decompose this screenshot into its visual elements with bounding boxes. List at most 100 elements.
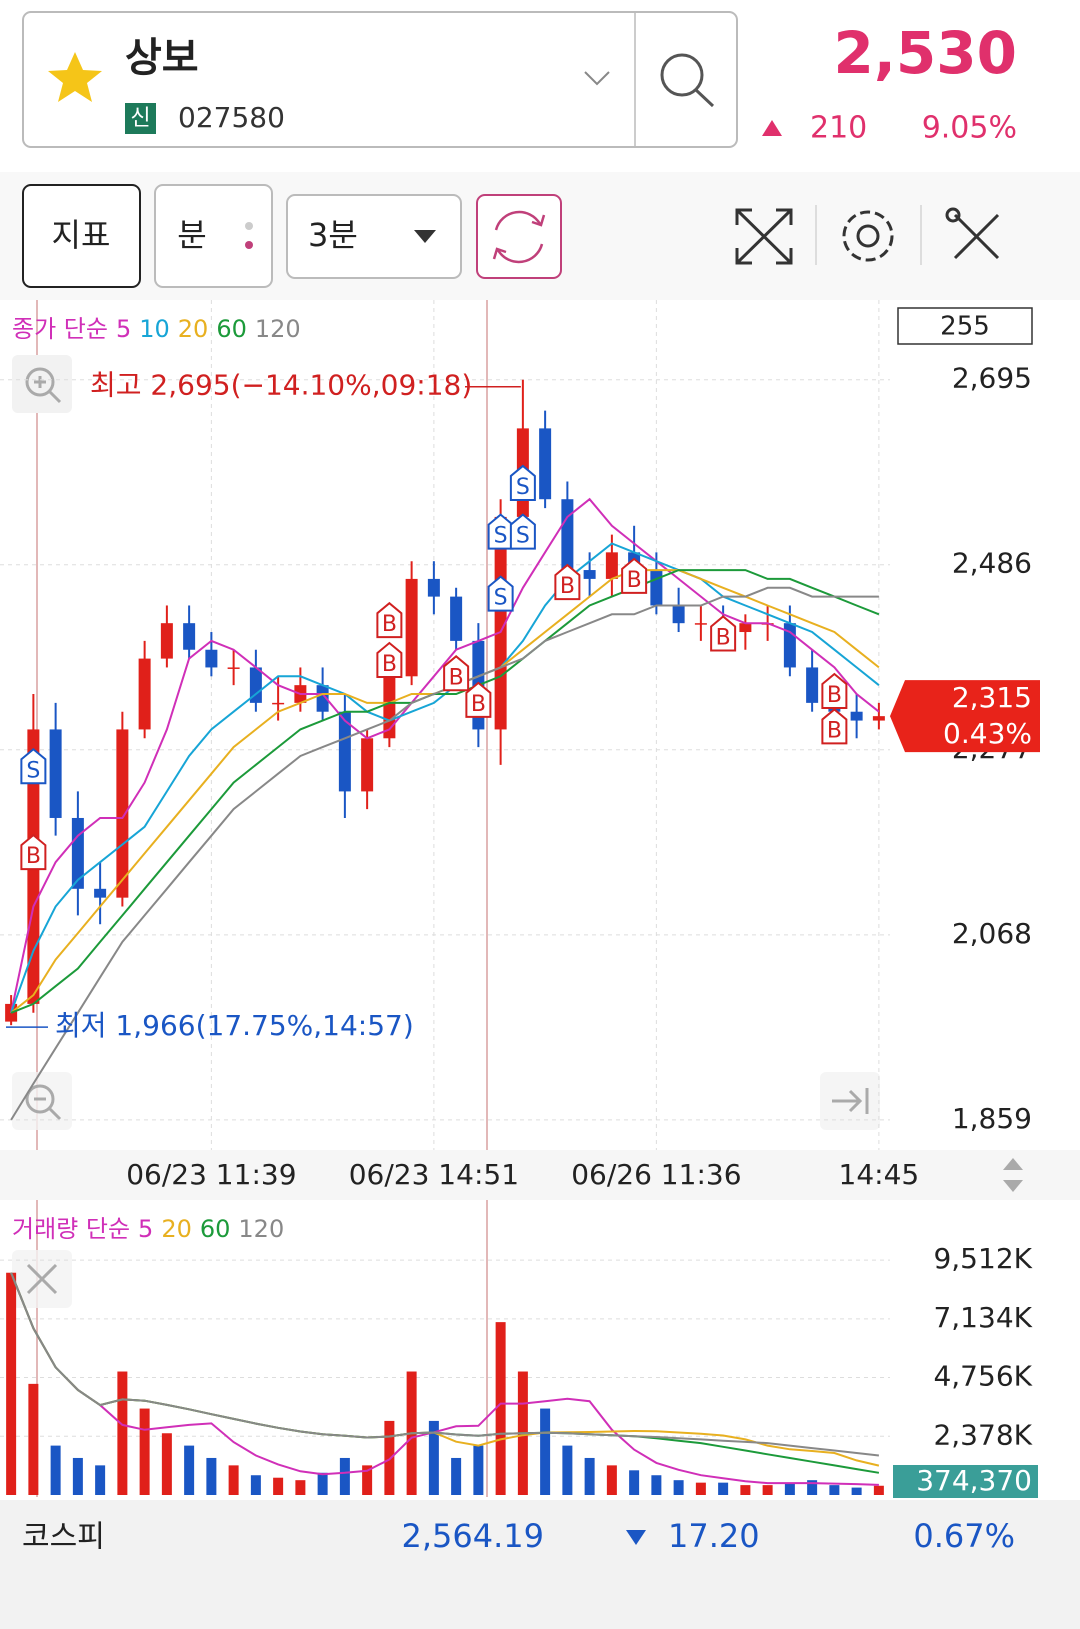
y-tick-label: 4,756K (933, 1360, 1032, 1393)
signal-text: S (26, 758, 40, 783)
volume-bar (6, 1272, 17, 1495)
fullscreen-icon[interactable] (735, 208, 793, 265)
signal-marker (376, 601, 403, 639)
legend-entry: 60 (200, 1215, 231, 1243)
signal-text: B (382, 612, 397, 637)
signal-text: B (382, 652, 397, 677)
select-arrow (414, 230, 436, 243)
signal-text: S (494, 586, 508, 611)
signal-text: B (471, 692, 486, 717)
volume-bar (228, 1465, 239, 1495)
dropdown-chevron[interactable] (584, 71, 610, 86)
legend-title: 거래량 단순 (12, 1215, 130, 1243)
interval-label: 3분 (308, 216, 358, 254)
zoom-out[interactable] (12, 1072, 72, 1130)
legend-entry: 20 (161, 1215, 192, 1243)
tools-icon[interactable] (945, 207, 1000, 260)
signal-text: S (516, 524, 530, 549)
x-tick-label: 06/23 11:39 (126, 1158, 296, 1191)
last-volume: 374,370 (916, 1464, 1032, 1497)
volume-bar (50, 1445, 61, 1495)
candle-body (872, 716, 885, 721)
low-note: 최저 1,966(17.75%,14:57) (55, 1009, 414, 1042)
signal-marker (487, 575, 514, 612)
ma-line (10, 1272, 879, 1486)
volume-bar (206, 1457, 217, 1495)
signal-text: B (827, 718, 842, 743)
refresh-button[interactable] (476, 194, 562, 279)
legend-title: 종가 단순 (12, 315, 108, 343)
legend-entry: 5 (116, 315, 131, 343)
candle-body (583, 570, 596, 579)
signal-marker (710, 615, 737, 652)
search-icon[interactable] (660, 53, 715, 108)
candle-body (316, 685, 329, 712)
legend-entry: 120 (255, 315, 301, 343)
candle-body (116, 729, 129, 898)
legend-entry: 120 (238, 1215, 284, 1243)
legend-entry: 5 (138, 1215, 153, 1243)
candle-body (650, 570, 663, 606)
volume-bar (28, 1383, 39, 1495)
y-tick-label: 9,512K (933, 1242, 1032, 1275)
scroll-arrows[interactable] (1003, 1158, 1023, 1192)
badge (125, 103, 156, 134)
candle-body (138, 658, 151, 730)
candle-body (427, 578, 440, 597)
signal-marker (443, 655, 470, 692)
indicator-label: 지표 (52, 216, 111, 254)
signal-text: B (449, 665, 464, 690)
candle-body (806, 667, 819, 703)
signal-text: B (827, 683, 842, 708)
volume-bar (161, 1433, 172, 1495)
y-tick-label: 1,859 (952, 1102, 1032, 1135)
volume-bar (784, 1482, 795, 1495)
legend-entry: 10 (139, 315, 170, 343)
counter-box (897, 307, 1033, 345)
candle-body (227, 667, 240, 669)
volume-bar (339, 1457, 350, 1495)
jump-end[interactable] (820, 1072, 880, 1130)
candle-body (71, 817, 84, 889)
settings-icon[interactable] (842, 210, 894, 262)
ma-line (10, 569, 880, 1014)
index-name: 코스피 (22, 1520, 105, 1555)
candle-body (160, 623, 173, 659)
last-price-tag (890, 680, 1040, 753)
candle-body (672, 605, 685, 624)
candle-body (272, 702, 285, 705)
candle-body (539, 428, 552, 500)
indicator-button[interactable] (22, 184, 141, 288)
volume-bar (72, 1457, 83, 1495)
close-volume[interactable] (12, 1250, 72, 1308)
dot (245, 222, 253, 230)
candle-body (94, 888, 107, 898)
candle-body (694, 623, 707, 625)
index-value: 2,564.19 (402, 1517, 545, 1555)
volume-bar (495, 1322, 506, 1495)
ma-line (10, 497, 880, 1014)
volume-bar (384, 1420, 395, 1495)
signal-marker (821, 708, 848, 745)
volume-bar (250, 1475, 261, 1495)
signal-marker (821, 672, 848, 710)
legend: 종가 단순 5 10 20 60 120 (12, 315, 301, 343)
stock-box[interactable] (22, 11, 738, 148)
badge-text: 신 (130, 106, 150, 131)
minute-button[interactable] (154, 184, 273, 288)
volume-bar (117, 1371, 128, 1495)
interval-select[interactable] (286, 194, 462, 279)
volume-bar (718, 1482, 729, 1495)
x-tick-label: 06/23 14:51 (349, 1158, 519, 1191)
signal-marker (509, 513, 536, 550)
legend-entry: 60 (216, 315, 247, 343)
volume-bar (451, 1457, 462, 1495)
zoom-in[interactable] (12, 355, 72, 413)
favorite-star[interactable] (48, 52, 102, 102)
up-triangle (762, 120, 782, 136)
y-tick-label: 7,134K (933, 1301, 1032, 1334)
counter: 255 (940, 312, 990, 342)
last-price: 2,315 (952, 681, 1032, 714)
down-triangle (626, 1530, 646, 1545)
